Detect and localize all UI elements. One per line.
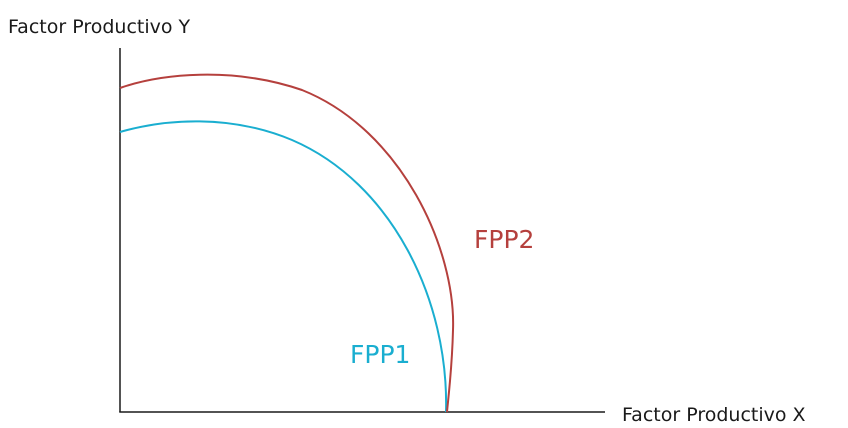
y-axis-label: Factor Productivo Y bbox=[8, 16, 191, 38]
fpp2-curve bbox=[119, 73, 455, 413]
fpp1-label: FPP1 bbox=[350, 340, 410, 369]
x-axis-label: Factor Productivo X bbox=[622, 404, 806, 426]
fpp2-label: FPP2 bbox=[474, 225, 534, 254]
fpp1-curve bbox=[119, 120, 448, 413]
